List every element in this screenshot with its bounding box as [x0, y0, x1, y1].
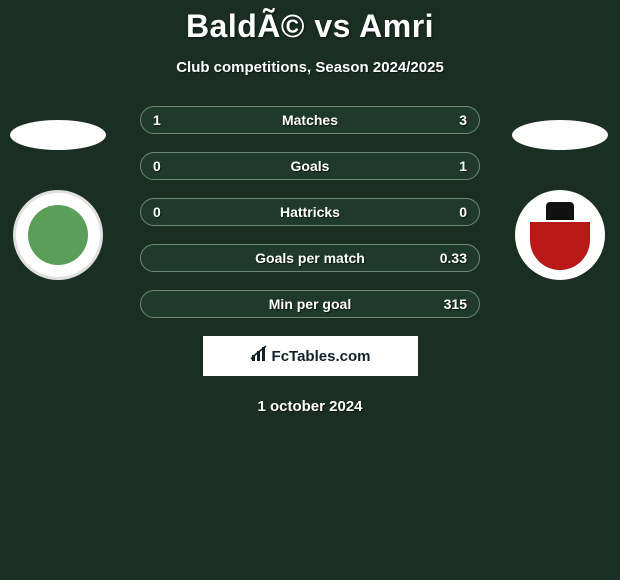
player-left-oval	[10, 120, 106, 150]
header: BaldÃ© vs Amri Club competitions, Season…	[0, 0, 620, 76]
player-right-logo-area	[510, 120, 610, 300]
page-title: BaldÃ© vs Amri	[0, 8, 620, 45]
club-badge-left	[13, 190, 103, 280]
stat-label: Goals per match	[255, 250, 365, 266]
brand-text: FcTables.com	[272, 348, 371, 365]
player-left-logo-area	[8, 120, 108, 300]
brand-badge[interactable]: FcTables.com	[203, 336, 418, 376]
stat-row-goals-per-match: Goals per match 0.33	[140, 244, 480, 272]
stat-right-value: 0	[459, 204, 467, 220]
stat-right-value: 0.33	[440, 250, 467, 266]
player-right-oval	[512, 120, 608, 150]
stat-row-min-per-goal: Min per goal 315	[140, 290, 480, 318]
stat-right-value: 3	[459, 112, 467, 128]
stat-label: Goals	[291, 158, 330, 174]
stat-label: Matches	[282, 112, 338, 128]
stat-right-value: 315	[444, 296, 467, 312]
stat-row-goals: 0 Goals 1	[140, 152, 480, 180]
stat-left-value: 0	[153, 158, 161, 174]
stat-label: Min per goal	[269, 296, 351, 312]
club-badge-right	[515, 190, 605, 280]
page-subtitle: Club competitions, Season 2024/2025	[0, 59, 620, 76]
stat-row-hattricks: 0 Hattricks 0	[140, 198, 480, 226]
stat-row-matches: 1 Matches 3	[140, 106, 480, 134]
stat-left-value: 0	[153, 204, 161, 220]
stat-left-value: 1	[153, 112, 161, 128]
stat-right-value: 1	[459, 158, 467, 174]
bar-chart-icon	[250, 345, 270, 368]
date-text: 1 october 2024	[0, 398, 620, 415]
stat-label: Hattricks	[280, 204, 340, 220]
stats-list: 1 Matches 3 0 Goals 1 0 Hattricks 0 Goal…	[140, 106, 480, 318]
